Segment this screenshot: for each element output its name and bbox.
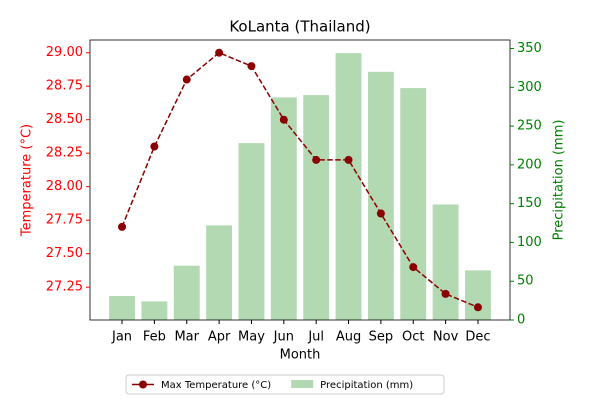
x-tick-label: Dec: [465, 330, 490, 345]
bar: [400, 88, 427, 320]
y-tick-label: 27.50: [46, 246, 83, 261]
legend-label: Max Temperature (°C): [161, 380, 271, 391]
bar: [303, 95, 330, 321]
x-tick-label: Nov: [433, 330, 459, 345]
bar: [367, 71, 394, 320]
x-tick-label: Jul: [307, 330, 324, 345]
bar: [238, 143, 265, 320]
bar: [109, 295, 135, 320]
y2-axis-label: Precipitation (mm): [552, 120, 567, 241]
marker: [376, 209, 385, 218]
marker: [118, 222, 127, 231]
marker: [344, 155, 353, 164]
y2-tick-label: 0: [517, 313, 525, 328]
x-tick-label: Mar: [174, 330, 199, 345]
x-tick-label: Oct: [402, 330, 424, 345]
bar: [432, 204, 459, 320]
marker: [279, 115, 288, 124]
marker: [473, 303, 482, 312]
marker: [247, 62, 256, 71]
y2-tick-label: 200: [517, 157, 542, 172]
legend-frame: [125, 374, 445, 395]
bar: [206, 225, 233, 320]
marker: [312, 155, 321, 164]
x-tick-label: May: [238, 330, 265, 345]
y-tick-label: 29.00: [46, 45, 83, 60]
y2-tick-label: 300: [517, 80, 542, 95]
plot-frame: [89, 39, 511, 321]
x-tick-label: Aug: [336, 330, 361, 345]
x-tick-label: Jun: [273, 330, 294, 345]
marker: [182, 75, 191, 84]
y-tick-label: 28.25: [46, 146, 83, 161]
y2-tick-label: 150: [517, 196, 542, 211]
line: [121, 51, 479, 308]
y2-tick-label: 350: [517, 41, 542, 56]
x-tick-label: Feb: [143, 330, 166, 345]
x-tick-label: Sep: [369, 330, 394, 345]
marker: [441, 289, 450, 298]
y-tick-label: 27.75: [46, 213, 83, 228]
x-tick-label: Jan: [111, 330, 132, 345]
y-tick-label: 28.50: [46, 112, 83, 127]
marker: [150, 142, 159, 151]
legend-marker: [139, 380, 147, 389]
legend: Max Temperature (°C) Precipitation (mm): [125, 374, 445, 395]
y2-tick-label: 250: [517, 119, 542, 134]
y2-tick-label: 50: [517, 274, 534, 289]
bar: [465, 270, 491, 320]
bar: [335, 53, 362, 320]
y-tick-label: 28.75: [46, 79, 83, 94]
marker: [215, 48, 224, 57]
y-tick-label: 27.25: [46, 280, 83, 295]
legend-swatch: [291, 380, 314, 388]
y-tick-label: 28.00: [46, 179, 83, 194]
bar: [141, 301, 168, 320]
y-axis-label: Temperature (°C): [20, 124, 35, 237]
y2-tick-label: 100: [517, 235, 542, 250]
chart-title: KoLanta (Thailand): [229, 18, 370, 36]
bar: [270, 97, 297, 320]
bar: [173, 265, 200, 320]
legend-label: Precipitation (mm): [320, 380, 413, 391]
marker: [409, 263, 418, 272]
x-tick-label: Apr: [208, 330, 231, 345]
x-axis-label: Month: [280, 348, 321, 363]
